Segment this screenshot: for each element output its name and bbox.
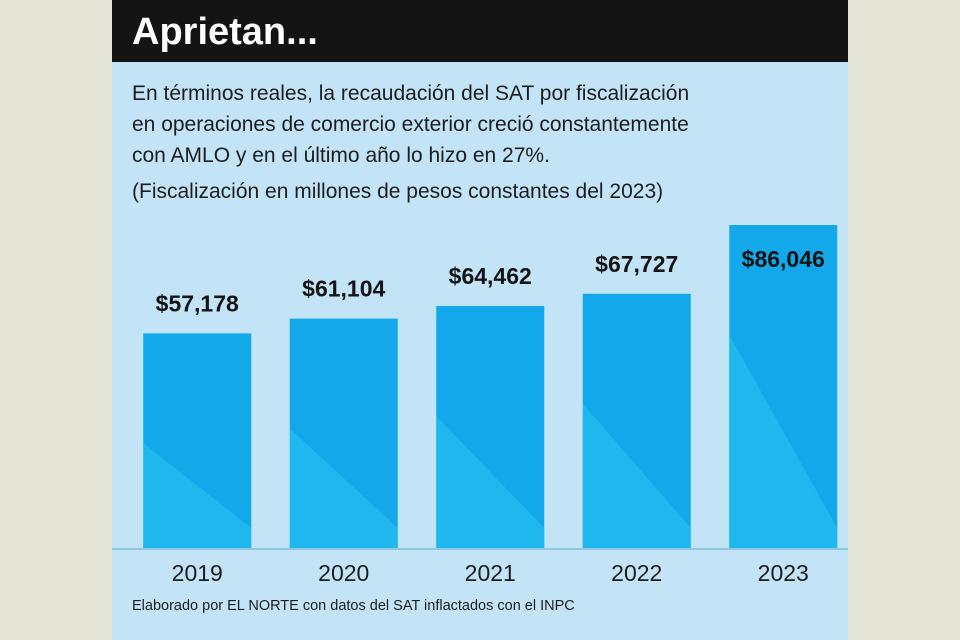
units-note: (Fiscalización en millones de pesos cons… [132, 180, 664, 203]
bar-shade-2019 [143, 443, 252, 548]
bar-group-2020: $61,104 2020 [289, 276, 398, 586]
bar-group-2022: $67,727 2022 [582, 251, 691, 586]
x-tick-label-2023: 2023 [758, 560, 809, 586]
data-label-2023: $86,046 [742, 246, 825, 272]
bar-shade-2023 [729, 335, 838, 548]
subtitle-line-1: En términos reales, la recaudación del S… [132, 82, 690, 105]
chart-title: Aprietan... [132, 11, 318, 53]
subtitle-line-3: con AMLO y en el último año lo hizo en 2… [132, 144, 550, 167]
data-label-2019: $57,178 [156, 290, 239, 316]
x-tick-label-2020: 2020 [318, 560, 369, 586]
bar-shade-2020 [289, 428, 398, 548]
bar-group-2023: $86,046 2023 [729, 225, 838, 586]
x-tick-label-2022: 2022 [611, 560, 662, 586]
source-footer: Elaborado por EL NORTE con datos del SAT… [132, 598, 575, 614]
chart-subtitle: En términos reales, la recaudación del S… [132, 78, 832, 171]
data-label-2021: $64,462 [449, 263, 532, 289]
infographic-card: Aprietan... En términos reales, la recau… [112, 0, 848, 640]
bar-shade-2022 [582, 403, 691, 548]
x-tick-label-2021: 2021 [465, 560, 516, 586]
x-tick-label-2019: 2019 [172, 560, 223, 586]
bar-group-2021: $64,462 2021 [436, 263, 545, 586]
x-axis-baseline [112, 548, 848, 550]
data-label-2020: $61,104 [302, 276, 385, 302]
bar-chart: $57,178 2019 $61,104 2020 $64,462 2021 $67,727… [112, 225, 848, 586]
bar-shade-2021 [436, 416, 545, 548]
title-bar: Aprietan... [112, 0, 848, 62]
data-label-2022: $67,727 [595, 251, 678, 277]
subtitle-line-2: en operaciones de comercio exterior crec… [132, 113, 689, 136]
bar-group-2019: $57,178 2019 [143, 290, 252, 586]
